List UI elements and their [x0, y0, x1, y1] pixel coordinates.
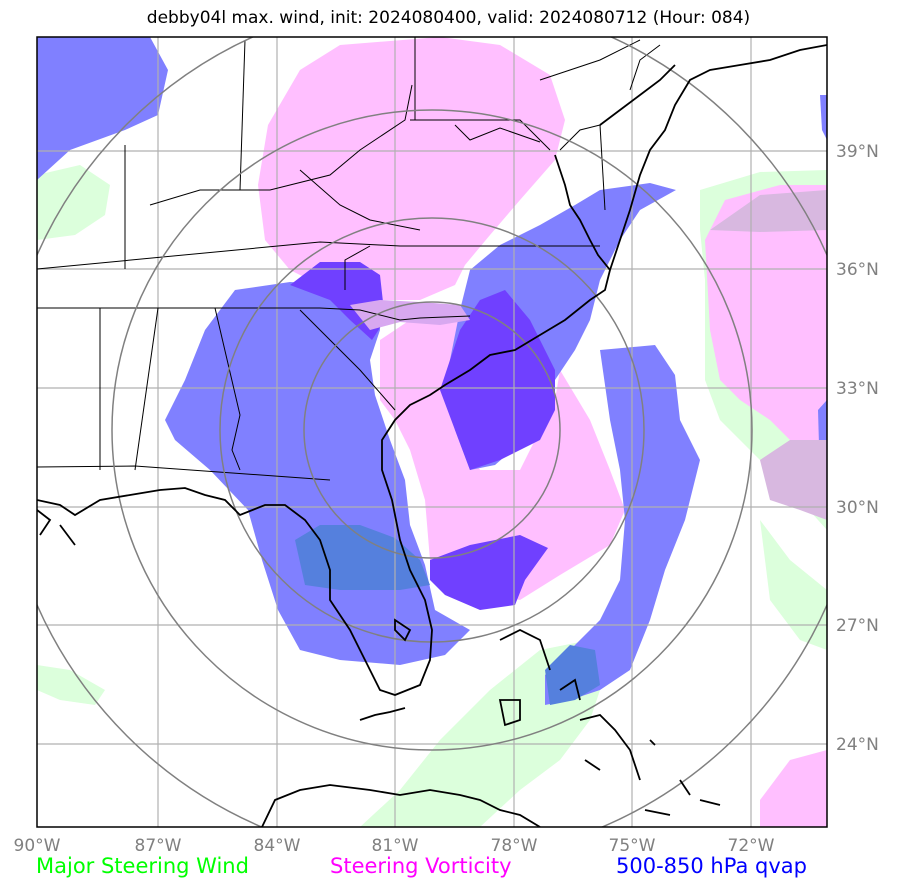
coastlines [37, 44, 827, 827]
lat-tick-label: 39°N [836, 142, 879, 162]
lon-tick-label: 87°W [135, 836, 182, 856]
lon-tick-label: 78°W [491, 836, 538, 856]
overlap-layer [290, 190, 827, 705]
lon-tick-label: 81°W [372, 836, 419, 856]
legend-steering-vorticity: Steering Vorticity [330, 854, 512, 878]
state-borders [37, 37, 661, 481]
lon-tick-label: 90°W [14, 836, 61, 856]
legend-qvap: 500-850 hPa qvap [616, 854, 807, 878]
lon-tick-label: 72°W [728, 836, 775, 856]
map-title: debby04l max. wind, init: 2024080400, va… [146, 8, 751, 28]
lon-tick-label: 84°W [254, 836, 301, 856]
lat-tick-label: 36°N [836, 260, 879, 280]
lat-tick-label: 30°N [836, 498, 879, 518]
lat-tick-label: 24°N [836, 735, 879, 755]
lat-tick-label: 27°N [836, 616, 879, 636]
lat-tick-label: 33°N [836, 379, 879, 399]
vorticity-layer [258, 37, 827, 827]
lon-tick-label: 75°W [609, 836, 656, 856]
legend-steering-wind: Major Steering Wind [36, 854, 249, 878]
